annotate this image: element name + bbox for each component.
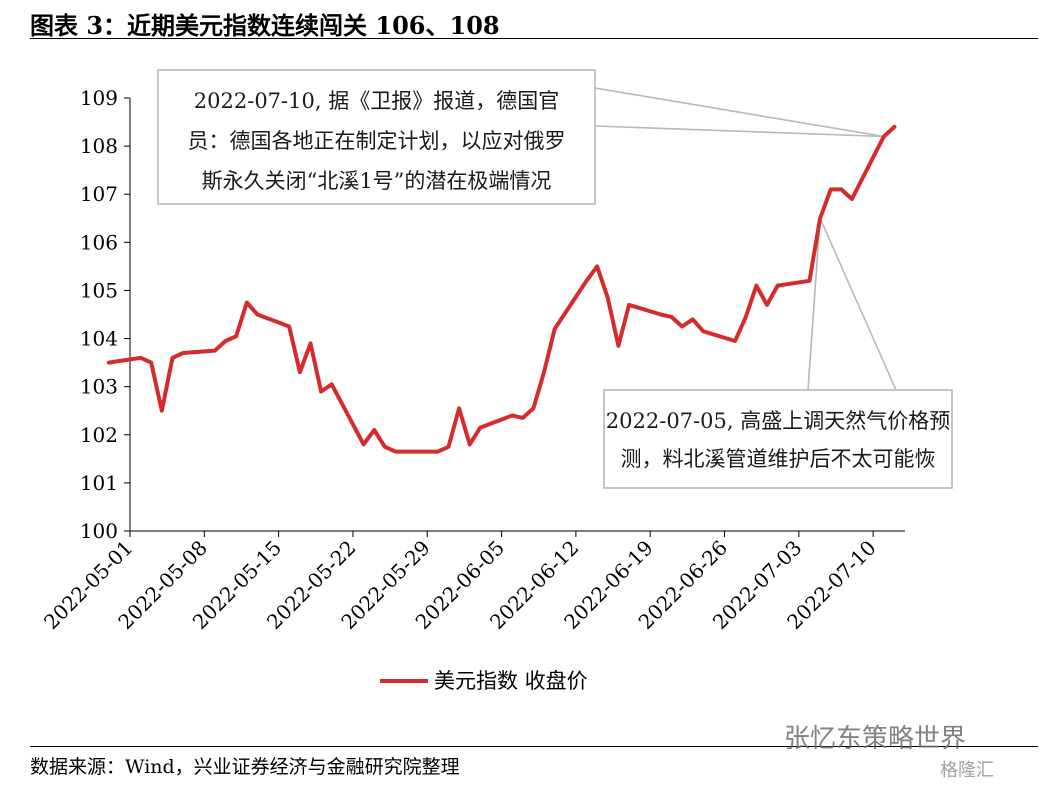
annotation-text-line: 斯永久关闭“北溪1号”的潜在极端情况 — [202, 169, 552, 193]
watermark-text: 张忆东策略世界 — [784, 724, 967, 754]
y-tick-label: 104 — [80, 327, 118, 351]
annotation-box — [157, 69, 596, 205]
annotation-text-line: 2022-07-10, 据《卫报》报道，德国官 — [194, 89, 559, 113]
y-tick-label: 101 — [80, 471, 118, 495]
data-source-note: 数据来源：Wind，兴业证券经济与金融研究院整理 — [30, 756, 460, 778]
y-tick-label: 102 — [80, 423, 118, 447]
annotation-box — [603, 389, 953, 489]
annotation-text-line: 2022-07-05, 高盛上调天然气价格预 — [606, 409, 950, 433]
legend-label: 美元指数 收盘价 — [434, 669, 588, 693]
figure-title: 图表 3：近期美元指数连续闯关 106、108 — [30, 11, 500, 40]
y-tick-label: 103 — [80, 375, 118, 399]
footer-divider — [30, 746, 1038, 747]
annotation-text-line: 员：德国各地正在制定计划，以应对俄罗 — [188, 129, 566, 153]
x-axis-ticks: 2022-05-012022-05-082022-05-152022-05-22… — [39, 531, 881, 634]
annotation-leader-lines — [594, 87, 897, 391]
annotation-boxes: 2022-07-10, 据《卫报》报道，德国官员：德国各地正在制定计划，以应对俄… — [157, 69, 953, 489]
y-tick-label: 100 — [80, 519, 118, 543]
annotation-leader-line — [594, 87, 884, 138]
watermark-logo: 格隆汇 — [940, 760, 994, 781]
y-tick-label: 106 — [80, 230, 118, 254]
annotation-leader-line — [807, 218, 821, 391]
chart-axes — [129, 98, 905, 532]
series-layer — [106, 124, 897, 454]
annotation-leader-line — [819, 217, 897, 391]
y-axis-ticks: 100 101 102 103 104 105 106 107 108 109 — [80, 86, 130, 543]
y-tick-label: 105 — [80, 278, 118, 302]
series-line-usd-index — [106, 124, 897, 454]
y-tick-label: 108 — [80, 134, 118, 158]
y-tick-label: 107 — [80, 182, 118, 206]
y-tick-label: 109 — [80, 86, 118, 110]
annotation-leader-line — [594, 125, 884, 138]
title-divider — [30, 38, 1038, 39]
chart-legend: 美元指数 收盘价 — [380, 669, 588, 693]
annotation-text-line: 测，料北溪管道维护后不太可能恢 — [621, 447, 936, 471]
